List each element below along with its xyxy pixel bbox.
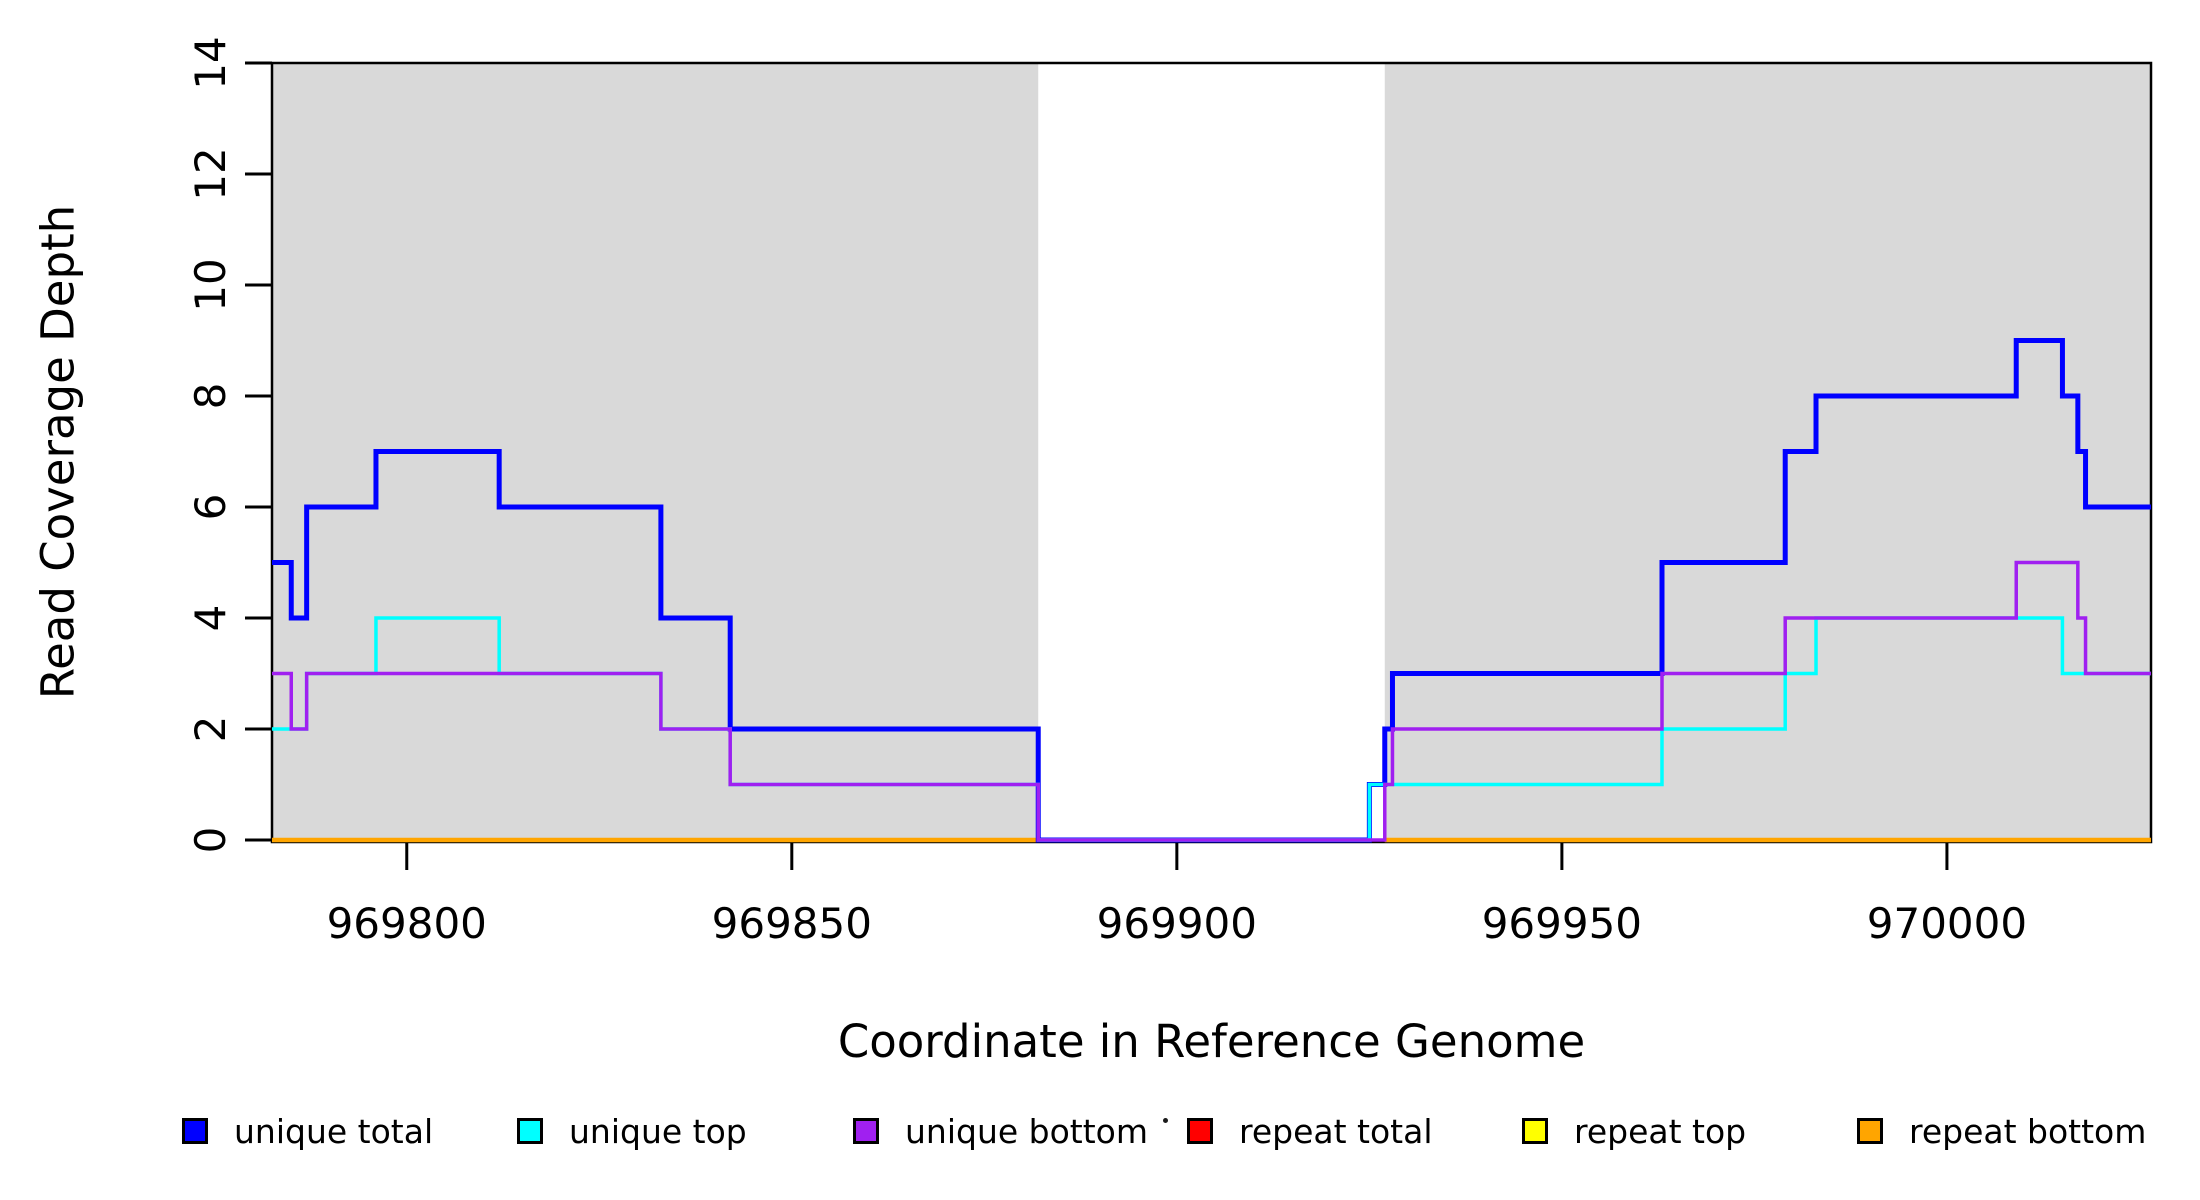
- stray-dot: [1163, 1118, 1168, 1123]
- y-tick-label: 12: [186, 147, 235, 200]
- y-axis-title: Read Coverage Depth: [31, 204, 85, 700]
- legend-label-repeat-total: repeat total: [1239, 1111, 1433, 1151]
- legend-swatch-unique-bottom: [853, 1118, 879, 1144]
- x-tick-label: 969800: [327, 899, 487, 948]
- legend-item-repeat-bottom: repeat bottom: [1857, 1111, 2147, 1151]
- x-tick-label: 969950: [1482, 899, 1642, 948]
- legend-swatch-repeat-bottom: [1857, 1118, 1883, 1144]
- legend-swatch-unique-total: [182, 1118, 208, 1144]
- legend-label-repeat-bottom: repeat bottom: [1909, 1111, 2147, 1151]
- series-line-unique-total: [272, 338, 2151, 843]
- y-tick-label: 8: [186, 383, 235, 410]
- x-axis-title: Coordinate in Reference Genome: [837, 1015, 1586, 1068]
- legend-swatch-unique-top: [517, 1118, 543, 1144]
- y-tick-label: 2: [186, 716, 235, 743]
- x-tick-label: 969850: [712, 899, 872, 948]
- legend-item-unique-bottom: unique bottom: [853, 1111, 1149, 1151]
- legend-label-unique-bottom: unique bottom: [905, 1111, 1149, 1151]
- y-tick-label: 10: [186, 258, 235, 311]
- legend-swatch-repeat-total: [1187, 1118, 1213, 1144]
- legend-item-repeat-total: repeat total: [1187, 1111, 1433, 1151]
- x-tick-label: 969900: [1097, 899, 1257, 948]
- legend-swatch-repeat-top: [1522, 1118, 1548, 1144]
- legend-label-repeat-top: repeat top: [1574, 1111, 1747, 1151]
- legend-label-unique-top: unique top: [569, 1111, 747, 1151]
- y-tick-label: 6: [186, 494, 235, 521]
- y-tick-label: 14: [186, 36, 235, 89]
- y-tick-label: 4: [186, 605, 235, 632]
- legend-item-unique-top: unique top: [517, 1111, 747, 1151]
- series-line-unique-bottom: [272, 560, 2151, 842]
- x-tick-label: 970000: [1867, 899, 2027, 948]
- shaded-region: [1384, 63, 2151, 842]
- legend-item-repeat-top: repeat top: [1522, 1111, 1747, 1151]
- y-tick-label: 0: [186, 827, 235, 854]
- legend-item-unique-total: unique total: [182, 1111, 434, 1151]
- legend-label-unique-total: unique total: [234, 1111, 434, 1151]
